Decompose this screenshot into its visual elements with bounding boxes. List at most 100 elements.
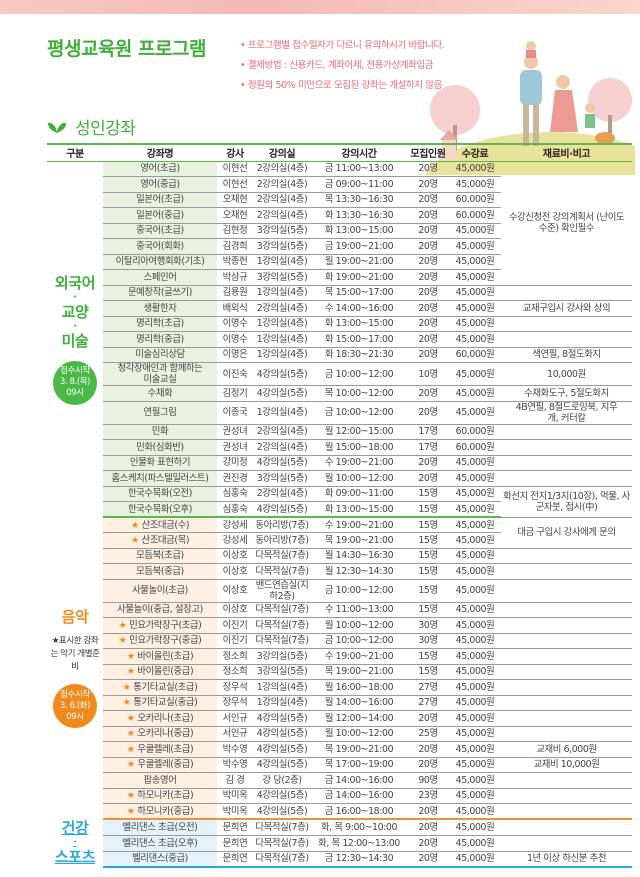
class-time: 화 13:00~15:00	[311, 316, 407, 332]
classroom: 동아리방(7층)	[253, 517, 311, 533]
instructor: 정소희	[217, 664, 253, 680]
capacity: 20명	[407, 803, 449, 820]
badge-line: 접수시작	[60, 366, 90, 377]
course-name-text: 모듬북(초급)	[136, 550, 184, 562]
capacity: 20명	[407, 254, 449, 270]
classroom: 4강의실(5층)	[253, 710, 311, 727]
course-name-text: 일본어(초급)	[136, 194, 184, 206]
star-icon: ★	[122, 697, 134, 709]
course-name-text: 모듬북(중급)	[136, 565, 184, 577]
badge-line: 09시	[66, 388, 84, 399]
capacity: 30명	[407, 617, 449, 634]
capacity: 20명	[407, 401, 449, 425]
note-cell	[501, 548, 632, 564]
course-name-text: 오카리나(초급)	[137, 712, 194, 724]
classroom: 3강의실(5층)	[253, 648, 311, 665]
course-name-text: 명리학(중급)	[136, 333, 184, 345]
course-name: 연필그림	[103, 401, 217, 425]
instructor: 이명수	[217, 316, 253, 332]
star-icon: ★	[122, 681, 134, 693]
tuition-fee: 60,000원	[449, 439, 501, 456]
tuition-fee: 45,000원	[449, 757, 501, 773]
column-header: 재료비·비고	[501, 143, 632, 162]
note-cell	[501, 664, 632, 680]
course-name: 명리학(중급)	[103, 331, 217, 348]
capacity: 20명	[407, 300, 449, 317]
table-row: 모듬북(초급) 이상호 다목적실(7층) 월 14:30~16:30 15명 45,000…	[47, 548, 632, 564]
instructor: 이명수	[217, 331, 253, 348]
note-cell	[501, 316, 632, 332]
tuition-fee: 45,000원	[449, 501, 501, 518]
note-cell: 수채화도구, 5절도화지	[501, 385, 632, 402]
tuition-fee: 60,000원	[449, 347, 501, 363]
course-name-text: 통기타교실(초급)	[133, 681, 198, 693]
table-row: 명리학(중급) 이명수 1강의실(4층) 화 15:00~17:00 20명 45,000…	[47, 331, 632, 348]
class-time: 목 19:00~21:00	[311, 664, 407, 680]
category-label-line: ·	[73, 291, 77, 303]
class-time: 화 13:30~16:30	[311, 207, 407, 224]
table-row: 일본어(중급) 오채현 2강의실(4층) 화 13:30~16:30 20명 60,000…	[47, 207, 632, 224]
classroom: 1강의실(4층)	[253, 679, 311, 696]
badge-line: 3. 6.(화)	[59, 700, 91, 711]
classroom: 1강의실(4층)	[253, 316, 311, 332]
classroom: 다목적실(7층)	[253, 835, 311, 852]
capacity: 10명	[407, 362, 449, 386]
tuition-fee: 45,000원	[449, 772, 501, 789]
capacity: 90명	[407, 772, 449, 789]
classroom: 1강의실(4층)	[253, 254, 311, 270]
note-cell	[501, 695, 632, 711]
note-cell	[501, 633, 632, 649]
course-name: 벨리댄스(중급)	[103, 851, 217, 868]
course-table: 구분 강좌명 강사 강의실 강의시간 모집인원 수강료 재료비·비고 외국어 · 교양 · 미술 접수시…	[47, 143, 632, 868]
classroom: 1강의실(4층)	[253, 401, 311, 425]
star-icon: ★	[118, 635, 130, 647]
course-name: 일본어(중급)	[103, 207, 217, 224]
capacity: 25명	[407, 726, 449, 742]
star-icon: ★	[130, 534, 142, 546]
course-name-text: 이탈리아여행회화(기초)	[115, 256, 205, 268]
course-name: 중국어(초급)	[103, 223, 217, 239]
classroom: 3강의실(5층)	[253, 223, 311, 239]
category-label-line: ·	[73, 320, 77, 332]
course-name: 미술심리상담	[103, 347, 217, 363]
note-cell	[501, 788, 632, 804]
class-time: 수 19:00~21:00	[311, 455, 407, 471]
course-name: 인물화 표현하기	[103, 455, 217, 471]
table-row: 사물놀이(초급) 이상호 밴드연습실(지하2층) 금 10:00~12:00 15명 45…	[47, 579, 632, 603]
note-cell	[501, 285, 632, 301]
star-icon: ★	[126, 759, 138, 771]
table-row: 명리학(초급) 이명수 1강의실(4층) 화 13:00~15:00 20명 45,000…	[47, 316, 632, 332]
class-time: 화 13:00~15:00	[311, 501, 407, 518]
class-time: 금 09:00~11:00	[311, 176, 407, 193]
classroom: 2강의실(4층)	[253, 176, 311, 193]
course-name: ★ 오카리나(중급)	[103, 726, 217, 742]
registration-badge: 접수시작 3. 6.(화) 09시	[53, 684, 97, 728]
class-time: 월 10:00~12:00	[311, 470, 407, 487]
classroom: 다목적실(7층)	[253, 819, 311, 836]
table-row: 외국어 · 교양 · 미술 접수시작 3. 8.(목) 09시 영어(초급) 이현선 2강의실(4층…	[47, 161, 632, 405]
classroom: 1강의실(4층)	[253, 347, 311, 363]
tuition-fee: 45,000원	[449, 486, 501, 502]
tuition-fee: 45,000원	[449, 316, 501, 332]
capacity: 20명	[407, 192, 449, 208]
course-name-text: 수채화	[147, 387, 173, 399]
classroom: 다목적실(7층)	[253, 602, 311, 618]
capacity: 20명	[407, 819, 449, 836]
instructor: 문희연	[217, 819, 253, 836]
course-name-text: 영어(중급)	[140, 178, 180, 190]
course-name: 영어(중급)	[103, 176, 217, 193]
tuition-fee: 45,000원	[449, 617, 501, 634]
capacity: 20명	[407, 269, 449, 286]
table-row: ★ 민요가락장구(중급) 이진기 다목적실(7층) 금 10:00~12:00 30명 4…	[47, 633, 632, 649]
course-name-text: 산조대금(수)	[141, 519, 190, 531]
tuition-fee: 45,000원	[449, 633, 501, 649]
course-name-text: 바이올린(초급)	[137, 650, 194, 662]
capacity: 23명	[407, 788, 449, 804]
class-time: 금 14:00~16:00	[311, 788, 407, 804]
table-row: 민화 권성녀 2강의실(4층) 월 12:00~15:00 17명 60,000원	[47, 424, 632, 440]
course-name-text: 민화	[151, 426, 169, 438]
instructor: 오채현	[217, 192, 253, 208]
class-time: 목 10:00~12:00	[311, 385, 407, 402]
course-name-text: 벨리댄스 초급(오전)	[122, 821, 198, 833]
